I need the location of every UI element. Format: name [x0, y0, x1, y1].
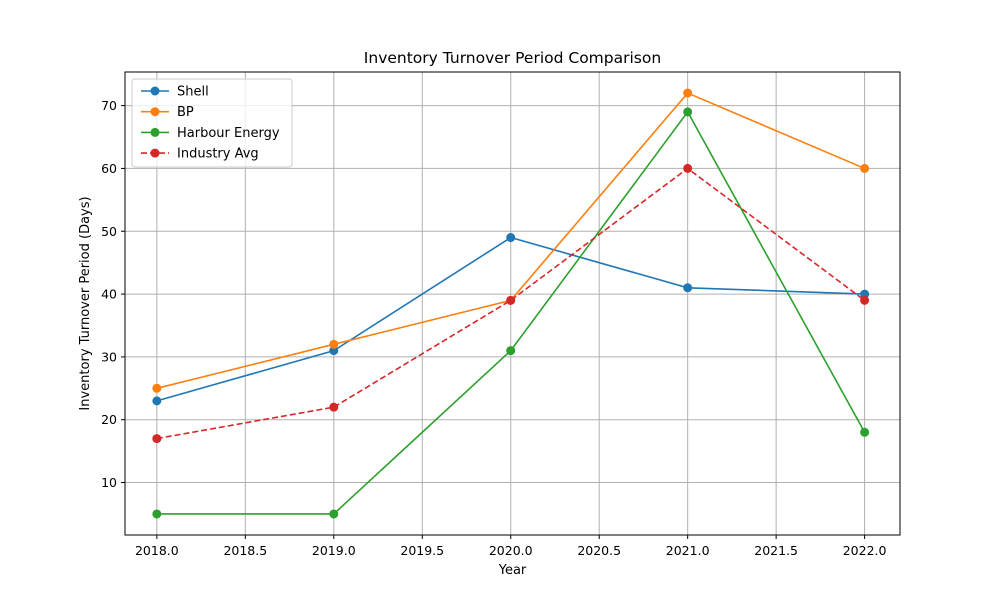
- data-point-industry-avg: [860, 295, 870, 305]
- data-point-shell: [683, 283, 693, 293]
- legend-marker: [150, 86, 160, 96]
- legend-label: Shell: [177, 85, 209, 100]
- data-point-industry-avg: [329, 402, 339, 412]
- legend-item-harbour-energy: Harbour Energy: [141, 126, 280, 141]
- legend-label: BP: [177, 105, 194, 120]
- y-tick-label: 50: [101, 224, 117, 239]
- x-tick-label: 2022.0: [843, 543, 887, 558]
- series-harbour-energy: [152, 107, 870, 519]
- x-tick-label: 2021.5: [754, 543, 798, 558]
- data-point-industry-avg: [152, 434, 162, 444]
- x-tick-label: 2019.5: [400, 543, 444, 558]
- data-point-industry-avg: [506, 295, 516, 305]
- legend-marker: [150, 148, 160, 158]
- data-point-bp: [683, 88, 693, 98]
- series-lines: [152, 88, 870, 519]
- legend-label: Industry Avg: [177, 147, 259, 162]
- series-shell: [152, 233, 870, 406]
- y-tick-label: 20: [101, 412, 117, 427]
- y-tick-label: 10: [101, 475, 117, 490]
- legend-item-shell: Shell: [141, 85, 209, 100]
- x-axis-label: Year: [498, 563, 527, 578]
- data-point-bp: [152, 383, 162, 393]
- series-line-industry-avg: [156, 167, 866, 440]
- data-point-harbour-energy: [860, 427, 870, 437]
- legend: Shell BP Harbour Energy Industry Avg: [131, 78, 293, 168]
- chart-title: Inventory Turnover Period Comparison: [364, 49, 661, 67]
- data-point-shell: [152, 396, 162, 406]
- y-axis-label: Inventory Turnover Period (Days): [78, 196, 93, 410]
- plot-area-frame: [124, 71, 901, 536]
- legend-item-bp: BP: [141, 105, 194, 120]
- y-axis-ticks: 10 20 30 40 50 60 70: [101, 98, 125, 490]
- data-point-shell: [506, 233, 516, 243]
- series-industry-avg: [152, 163, 870, 444]
- x-tick-label: 2021.0: [666, 543, 710, 558]
- legend-marker: [150, 107, 160, 117]
- x-tick-label: 2020.5: [577, 543, 621, 558]
- x-tick-label: 2018.0: [135, 543, 179, 558]
- x-tick-label: 2018.5: [223, 543, 267, 558]
- legend-item-industry-avg: Industry Avg: [141, 147, 259, 162]
- y-tick-label: 30: [101, 349, 117, 364]
- y-tick-label: 60: [101, 161, 117, 176]
- data-point-bp: [860, 163, 870, 173]
- data-point-industry-avg: [683, 163, 693, 173]
- data-point-harbour-energy: [152, 509, 162, 519]
- legend-marker: [150, 127, 160, 137]
- y-tick-label: 40: [101, 287, 117, 302]
- data-point-shell: [860, 289, 870, 299]
- x-tick-label: 2019.0: [312, 543, 356, 558]
- x-axis-ticks: 2018.0 2018.5 2019.0 2019.5 2020.0 2020.5 2021…: [135, 535, 887, 558]
- data-point-harbour-energy: [329, 509, 339, 519]
- y-tick-label: 70: [101, 98, 117, 113]
- data-point-harbour-energy: [683, 107, 693, 117]
- legend-box: [131, 78, 293, 168]
- x-tick-label: 2020.0: [489, 543, 533, 558]
- legend-label: Harbour Energy: [177, 126, 280, 141]
- data-point-shell: [329, 346, 339, 356]
- data-point-bp: [329, 339, 339, 349]
- data-point-harbour-energy: [506, 346, 516, 356]
